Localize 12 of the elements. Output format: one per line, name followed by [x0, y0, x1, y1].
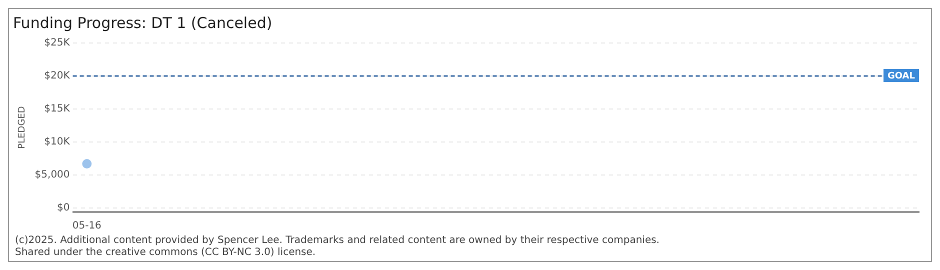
y-tick-label: $0: [57, 202, 70, 214]
y-tick-label: $10K: [44, 136, 70, 148]
y-tick-label: $20K: [44, 70, 70, 82]
y-tick-label: $15K: [44, 104, 70, 115]
y-tick-label: $25K: [44, 38, 70, 49]
ref-line-label: GOAL: [888, 71, 916, 82]
chart-title: Funding Progress: DT 1 (Canceled): [13, 14, 272, 32]
x-tick-label: 05-16: [72, 220, 102, 232]
text: (c)2025. Additional content provided by Spencer Lee. Trademarks and related content are owned by their respective companies.: [15, 235, 660, 247]
y-tick-label: $5,000: [34, 170, 70, 181]
text: Shared under the creative commons (CC BY-NC 3.0) license.: [15, 247, 317, 259]
y-axis-title: PLEDGED: [18, 106, 28, 149]
